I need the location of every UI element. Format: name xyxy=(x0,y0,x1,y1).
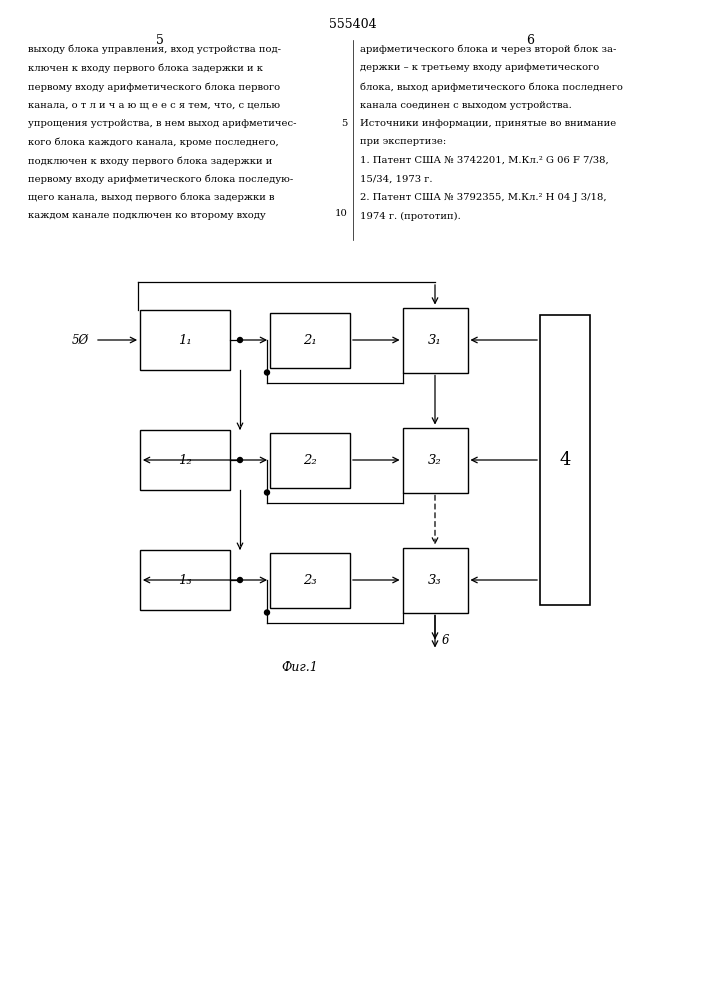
Circle shape xyxy=(238,458,243,462)
Text: ключен к входу первого блока задержки и к: ключен к входу первого блока задержки и … xyxy=(28,64,263,73)
Text: подключен к входу первого блока задержки и: подключен к входу первого блока задержки… xyxy=(28,156,272,165)
Bar xyxy=(140,310,230,370)
Text: 6: 6 xyxy=(442,634,450,647)
Text: Источники информации, принятые во внимание: Источники информации, принятые во вниман… xyxy=(360,119,617,128)
Text: 3₃: 3₃ xyxy=(428,574,442,586)
Text: 3₂: 3₂ xyxy=(428,454,442,466)
Text: арифметического блока и через второй блок за-: арифметического блока и через второй бло… xyxy=(360,45,617,54)
Bar xyxy=(540,315,590,605)
Text: 4: 4 xyxy=(559,451,571,469)
Text: 10: 10 xyxy=(335,210,348,219)
Text: 6: 6 xyxy=(526,34,534,47)
Text: 2. Патент США № 3792355, М.Кл.² H 04 J 3/18,: 2. Патент США № 3792355, М.Кл.² H 04 J 3… xyxy=(360,193,607,202)
Bar xyxy=(270,552,350,607)
Text: при экспертизе:: при экспертизе: xyxy=(360,137,446,146)
Text: 1974 г. (прототип).: 1974 г. (прототип). xyxy=(360,212,461,221)
Text: первому входу арифметического блока первого: первому входу арифметического блока перв… xyxy=(28,82,280,92)
Text: 2₁: 2₁ xyxy=(303,334,317,347)
Text: упрощения устройства, в нем выход арифметичес-: упрощения устройства, в нем выход арифме… xyxy=(28,119,296,128)
Text: 555404: 555404 xyxy=(329,18,377,31)
Bar xyxy=(402,548,467,612)
Text: выходу блока управления, вход устройства под-: выходу блока управления, вход устройства… xyxy=(28,45,281,54)
Bar xyxy=(140,430,230,490)
Bar xyxy=(140,550,230,610)
Text: каждом канале подключен ко второму входу: каждом канале подключен ко второму входу xyxy=(28,212,266,221)
Text: 1₂: 1₂ xyxy=(178,454,192,466)
Text: 1₁: 1₁ xyxy=(178,334,192,347)
Text: 5: 5 xyxy=(341,119,348,128)
Text: 1₃: 1₃ xyxy=(178,574,192,586)
Text: кого блока каждого канала, кроме последнего,: кого блока каждого канала, кроме последн… xyxy=(28,137,279,147)
Circle shape xyxy=(264,610,269,615)
Bar xyxy=(270,312,350,367)
Text: 15/34, 1973 г.: 15/34, 1973 г. xyxy=(360,174,433,184)
Text: щего канала, выход первого блока задержки в: щего канала, выход первого блока задержк… xyxy=(28,193,274,202)
Text: 2₂: 2₂ xyxy=(303,454,317,466)
Text: канала, о т л и ч а ю щ е е с я тем, что, с целью: канала, о т л и ч а ю щ е е с я тем, что… xyxy=(28,101,280,109)
Text: держки – к третьему входу арифметического: держки – к третьему входу арифметическог… xyxy=(360,64,600,73)
Circle shape xyxy=(238,578,243,582)
Bar xyxy=(402,428,467,492)
Text: Фиг.1: Фиг.1 xyxy=(281,661,318,674)
Text: 1. Патент США № 3742201, М.Кл.² G 06 F 7/38,: 1. Патент США № 3742201, М.Кл.² G 06 F 7… xyxy=(360,156,609,165)
Circle shape xyxy=(264,490,269,495)
Text: 3₁: 3₁ xyxy=(428,334,442,347)
Text: первому входу арифметического блока последую-: первому входу арифметического блока посл… xyxy=(28,174,293,184)
Bar xyxy=(270,432,350,488)
Text: 2₃: 2₃ xyxy=(303,574,317,586)
Bar xyxy=(402,308,467,372)
Text: 5Ø: 5Ø xyxy=(72,334,89,347)
Circle shape xyxy=(264,370,269,375)
Text: блока, выход арифметического блока последнего: блока, выход арифметического блока после… xyxy=(360,82,623,92)
Text: 5: 5 xyxy=(156,34,164,47)
Circle shape xyxy=(238,338,243,342)
Text: канала соединен с выходом устройства.: канала соединен с выходом устройства. xyxy=(360,101,572,109)
